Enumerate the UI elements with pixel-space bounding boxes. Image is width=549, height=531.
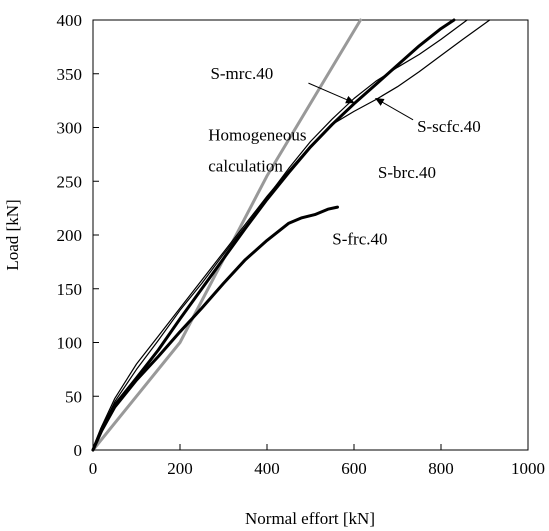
- y-tick-label: 300: [57, 119, 83, 138]
- y-tick-label: 250: [57, 172, 83, 191]
- y-tick-label: 100: [57, 334, 83, 353]
- annotation-calculation: calculation: [208, 157, 283, 176]
- x-tick-label: 0: [89, 459, 98, 478]
- series-line-s-brc-40: [92, 19, 491, 451]
- x-tick-label: 200: [167, 459, 193, 478]
- x-tick-label: 1000: [511, 459, 545, 478]
- annotation-s-scfc-40: S-scfc.40: [417, 117, 481, 136]
- annotation-s-brc-40: S-brc.40: [378, 163, 436, 182]
- series-line-s-scfc-40: [92, 19, 468, 451]
- y-tick-label: 0: [74, 441, 83, 460]
- arrow-s-scfc-40: [374, 97, 414, 121]
- y-tick-label: 50: [65, 387, 82, 406]
- annotations: Homogeneous calculation S-mrc.40 S-scfc.40 S…: [208, 64, 481, 249]
- x-tick-label: 800: [428, 459, 454, 478]
- y-tick-label: 350: [57, 65, 83, 84]
- arrow-s-mrc-40: [308, 82, 355, 104]
- y-axis-title: Load [kN]: [3, 199, 22, 270]
- x-tick-label: 600: [341, 459, 367, 478]
- annotation-homogeneous: Homogeneous: [208, 125, 306, 144]
- y-tick-label: 400: [57, 11, 83, 30]
- x-axis-title: Normal effort [kN]: [245, 509, 375, 528]
- annotation-s-mrc-40: S-mrc.40: [210, 64, 273, 83]
- y-tick-label: 150: [57, 280, 83, 299]
- series-line-s-frc-40: [91, 205, 339, 452]
- annotation-s-frc-40: S-frc.40: [332, 230, 387, 249]
- axes: 0 200 400 600 800 1000 0 50 100 150 200 250 300 350 40…: [57, 11, 546, 478]
- y-tick-label: 200: [57, 226, 83, 245]
- x-tick-label: 400: [254, 459, 280, 478]
- series-group: [91, 18, 491, 452]
